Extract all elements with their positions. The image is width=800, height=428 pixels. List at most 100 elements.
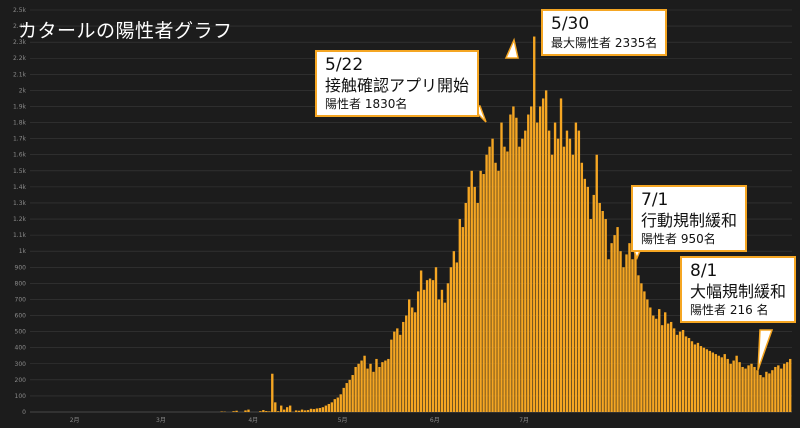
bar (750, 363, 753, 412)
bar (232, 411, 235, 412)
callout-cases: 陽性者 950名 (641, 232, 716, 246)
bar (280, 405, 283, 412)
callout-cases: 最大陽性者 2335名 (551, 36, 658, 50)
bar (396, 328, 399, 412)
bar (262, 410, 265, 412)
bar (789, 358, 792, 412)
bar (649, 307, 652, 412)
callout-major-easing: 8/1 大幅規制緩和 陽性者 216 名 (680, 256, 797, 323)
chart-title: カタールの陽性者グラフ (18, 20, 233, 42)
bar (419, 270, 423, 412)
bar (759, 375, 762, 412)
y-tick-label: 1.7k (13, 136, 27, 143)
bar (625, 254, 628, 412)
bar (643, 291, 646, 412)
bar (330, 402, 334, 412)
bar (634, 251, 637, 412)
bar (351, 375, 354, 412)
y-tick-label: 500 (15, 329, 27, 336)
y-tick-label: 200 (15, 377, 27, 384)
y-tick-label: 900 (15, 264, 27, 271)
bar (744, 368, 747, 412)
bar (333, 399, 336, 412)
callout-restriction-easing: 7/1 行動規制緩和 陽性者 950名 (631, 185, 748, 252)
bar (467, 186, 470, 412)
bar (413, 312, 417, 412)
bar (547, 130, 551, 412)
x-tick-label: 5月 (338, 417, 348, 424)
bar (556, 138, 560, 412)
bar (518, 146, 521, 412)
bar (550, 154, 554, 412)
callout-cases: 陽性者 1830名 (325, 97, 408, 111)
bar (678, 331, 682, 412)
bar (473, 186, 476, 412)
bar (464, 202, 467, 412)
x-tick-label: 2月 (70, 417, 80, 424)
bar (595, 154, 598, 412)
bar (607, 259, 610, 412)
bar (631, 259, 634, 412)
bar (434, 267, 438, 412)
bar (720, 357, 723, 412)
y-tick-label: 2.3k (13, 39, 27, 46)
callout-title: 大幅規制緩和 (690, 282, 787, 301)
bar (598, 202, 601, 412)
bar (664, 312, 667, 412)
bar (399, 334, 402, 412)
callout-title: 接触確認アプリ開始 (325, 76, 470, 95)
bar (497, 170, 500, 412)
callout-cases: 陽性者 216 名 (690, 303, 769, 317)
bar (574, 122, 578, 412)
bar (666, 323, 670, 412)
bar (777, 365, 780, 412)
bar (357, 363, 360, 412)
bar (559, 98, 563, 412)
bar (277, 411, 280, 412)
x-axis-tick-labels: 2月 3月 4月 5月 6月 7月 (70, 417, 529, 424)
y-tick-label: 1.2k (13, 216, 27, 223)
x-tick-label: 4月 (248, 417, 258, 424)
bar (422, 289, 426, 412)
bar (735, 355, 738, 412)
bar (753, 366, 756, 412)
bar (726, 358, 729, 412)
chart-bars (220, 36, 792, 413)
bar (265, 411, 268, 412)
bar (583, 178, 587, 412)
bar (723, 354, 726, 412)
callout-date: 5/22 (325, 55, 364, 75)
bar (637, 275, 640, 412)
bar (244, 410, 247, 412)
bar (479, 170, 482, 412)
bar (538, 106, 542, 412)
bar (771, 370, 774, 412)
bar (515, 117, 518, 413)
bar (589, 219, 592, 412)
bar (530, 106, 533, 412)
bar (446, 283, 450, 412)
bar (580, 162, 584, 412)
y-tick-label: 1.6k (13, 152, 27, 159)
bar (384, 360, 387, 412)
bar (619, 251, 622, 412)
bar (315, 408, 319, 412)
bar (428, 278, 432, 412)
x-tick-label: 6月 (430, 417, 440, 424)
bar (408, 299, 411, 412)
bar (247, 409, 250, 412)
bar (562, 146, 566, 412)
bar (661, 325, 664, 412)
bar (485, 154, 488, 412)
bar (437, 299, 441, 412)
callout-date: 8/1 (690, 261, 718, 281)
y-tick-label: 100 (15, 393, 27, 400)
bar (684, 336, 688, 412)
bar (443, 302, 447, 412)
bar (544, 90, 548, 413)
bar (271, 373, 274, 412)
bar (416, 291, 420, 412)
bar (669, 321, 673, 412)
y-tick-label: 2.2k (13, 55, 27, 62)
